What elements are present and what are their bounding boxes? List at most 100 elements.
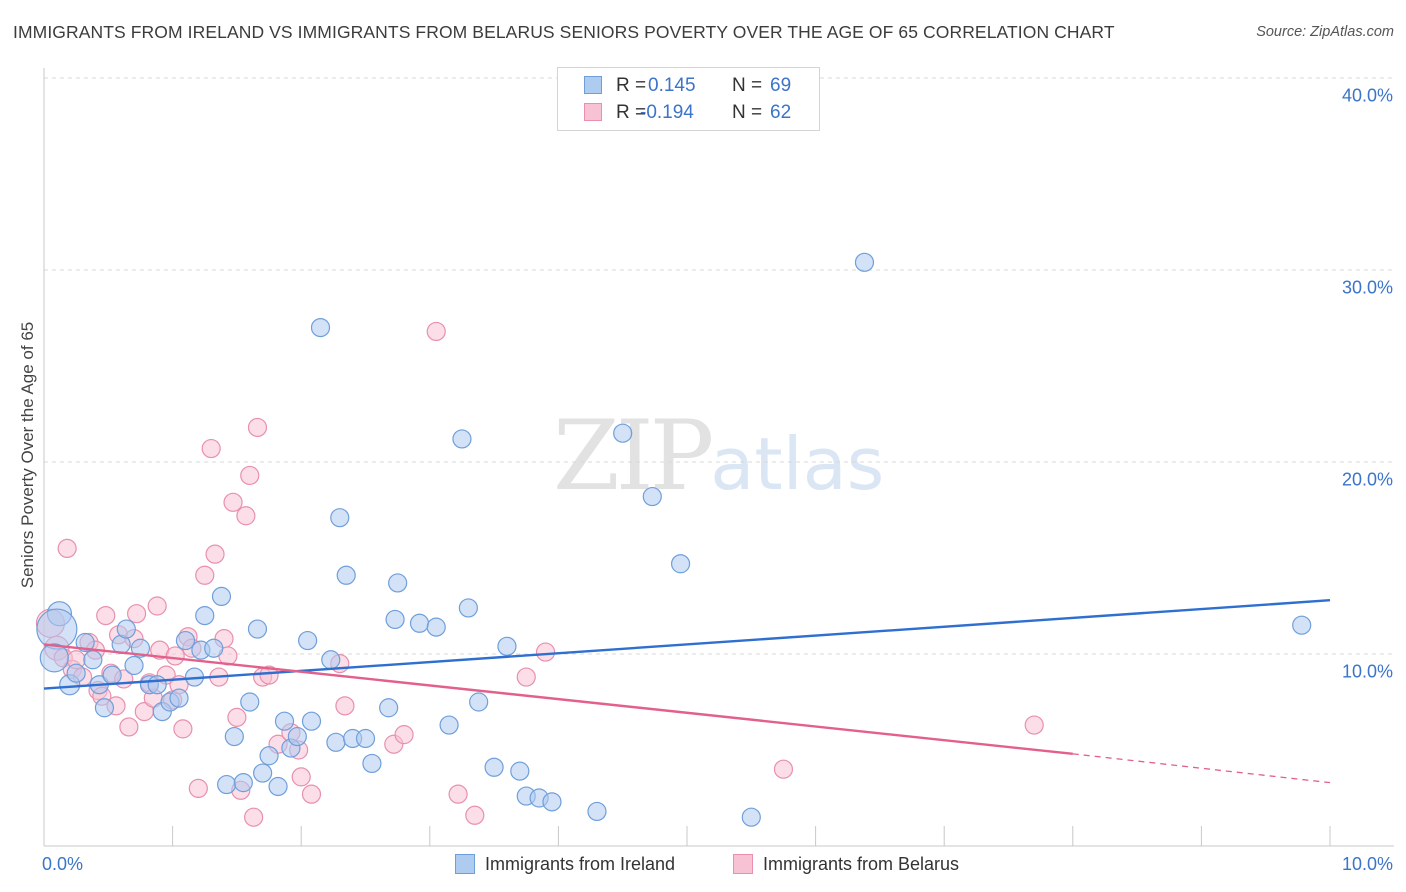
belarus-point	[426, 321, 446, 342]
belarus-legend-swatch	[733, 854, 753, 874]
ireland-point	[426, 617, 446, 637]
belarus-point	[335, 696, 355, 716]
watermark-zip: ZIP	[553, 400, 714, 512]
ireland-point	[94, 698, 115, 718]
bottom-legend-belarus: Immigrants from Belarus	[733, 852, 959, 876]
ireland-point	[83, 650, 103, 670]
y-tick-label: 20.0%	[1342, 470, 1393, 490]
belarus-point	[535, 642, 556, 662]
belarus-point	[773, 759, 794, 779]
ireland-point	[116, 619, 136, 639]
belarus-point	[448, 784, 468, 804]
ireland-point	[355, 728, 376, 749]
belarus-point	[201, 438, 221, 459]
ireland-point	[298, 630, 318, 651]
ireland-point	[409, 613, 430, 633]
ireland-point	[147, 675, 167, 695]
belarus-point	[96, 605, 116, 626]
ireland-point	[175, 630, 196, 651]
bottom-legend-ireland: Immigrants from Ireland	[455, 852, 675, 876]
chart-title: IMMIGRANTS FROM IRELAND VS IMMIGRANTS FR…	[13, 22, 1115, 42]
ireland-point	[169, 688, 189, 708]
belarus-point	[516, 667, 536, 687]
belarus-point	[259, 665, 279, 685]
belarus-point	[394, 725, 414, 745]
ireland-point	[1292, 615, 1312, 635]
belarus-point	[240, 465, 260, 486]
ireland-point	[741, 807, 761, 827]
ireland-legend-swatch	[455, 854, 475, 874]
belarus-point	[126, 604, 147, 624]
belarus-point	[236, 506, 256, 526]
ireland-point	[613, 423, 633, 443]
legend-r-label: R =	[616, 75, 647, 96]
ireland-point	[587, 801, 607, 822]
watermark: ZIPatlas	[553, 400, 884, 512]
ireland-point	[670, 554, 691, 574]
ireland-point	[439, 715, 459, 735]
belarus-point	[465, 805, 485, 825]
ireland-point	[458, 598, 478, 618]
ireland-point	[240, 692, 260, 712]
belarus-legend-label: Immigrants from Belarus	[763, 853, 960, 874]
legend-n-label: N =	[732, 102, 763, 123]
ireland-point	[211, 586, 232, 607]
belarus-point	[165, 646, 185, 666]
x-tick-label: 10.0%	[1342, 854, 1393, 874]
ireland-point	[321, 650, 341, 670]
ireland-point	[362, 753, 382, 774]
ireland-point	[469, 692, 489, 712]
ireland-point	[130, 638, 151, 658]
belarus-trend-line	[43, 643, 1073, 756]
x-tick-label: 0.0%	[42, 854, 83, 874]
ireland-point	[66, 663, 86, 683]
ireland-swatch	[584, 76, 602, 94]
ireland-point	[385, 609, 405, 630]
belarus-point	[244, 807, 264, 827]
ireland-point	[379, 698, 399, 718]
ireland-point	[310, 318, 331, 338]
ireland-point	[268, 776, 288, 797]
watermark-atlas: atlas	[710, 422, 885, 506]
ireland-point	[388, 573, 408, 593]
legend-r-value-belarus: -0.194	[640, 102, 694, 123]
ireland-point	[274, 711, 295, 731]
legend-r-label: R =	[616, 102, 647, 123]
ireland-point	[75, 632, 95, 653]
belarus-point	[301, 784, 322, 804]
source-label: Source: ZipAtlas.com	[1256, 24, 1394, 40]
legend-r-value-ireland: 0.145	[648, 75, 696, 96]
ireland-point	[102, 665, 122, 685]
ireland-point	[301, 711, 322, 731]
legend-n-value-belarus: 62	[770, 102, 792, 123]
belarus-point	[1024, 715, 1044, 735]
belarus-point	[119, 717, 139, 737]
legend-n-value-ireland: 69	[770, 75, 792, 96]
belarus-point	[57, 538, 77, 559]
ireland-point	[287, 726, 307, 747]
ireland-point	[224, 726, 244, 747]
legend-n-label: N =	[732, 75, 763, 96]
ireland-point	[510, 761, 530, 781]
belarus-point	[247, 417, 268, 438]
belarus-point	[223, 492, 243, 512]
ireland-point	[39, 643, 69, 673]
ireland-point	[497, 636, 517, 656]
y-tick-label: 40.0%	[1342, 86, 1393, 106]
belarus-point	[188, 778, 208, 799]
belarus-point	[205, 544, 225, 564]
ireland-point	[259, 746, 279, 766]
y-tick-label: 10.0%	[1342, 662, 1393, 682]
ireland-point	[217, 774, 237, 795]
belarus-point	[227, 707, 247, 727]
ireland-point	[195, 605, 215, 626]
belarus-swatch	[584, 103, 602, 121]
ireland-point	[36, 608, 78, 650]
ireland-point	[330, 508, 350, 528]
ireland-legend-label: Immigrants from Ireland	[485, 853, 676, 874]
stats-legend: R = 0.145 N = 69 R = -0.194 N = 62	[557, 67, 820, 131]
belarus-trend-extension	[1072, 753, 1331, 784]
ireland-point	[336, 565, 356, 585]
ireland-point	[542, 792, 562, 812]
